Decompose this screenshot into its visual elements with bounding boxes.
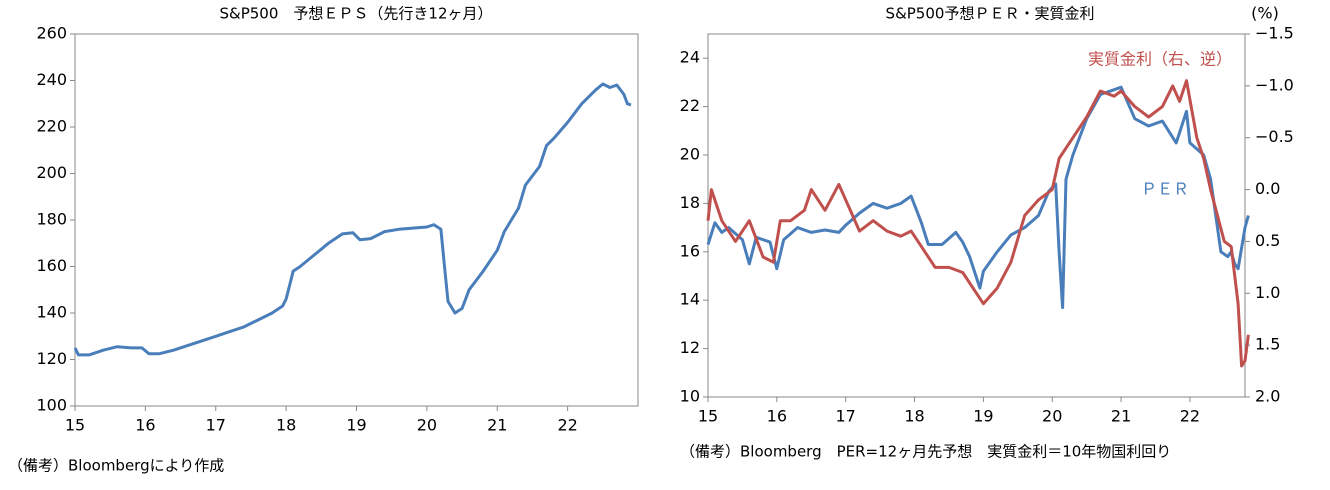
y-tick-label: 12 (680, 338, 700, 357)
y-tick-label: 260 (36, 24, 67, 43)
x-tick-label: 18 (904, 407, 924, 426)
y-tick-label: 18 (680, 193, 700, 212)
x-tick-label: 22 (1180, 407, 1200, 426)
x-tick-label: 17 (836, 407, 856, 426)
y-tick-label: 10 (680, 387, 700, 406)
plot-frame (74, 33, 639, 407)
x-tick-label: 21 (1111, 407, 1131, 426)
y-tick-label: 24 (680, 48, 700, 67)
chart-title: S&P500 予想ＥＰＳ（先行き12ヶ月） (220, 5, 493, 23)
x-tick-label: 19 (346, 416, 366, 435)
y-tick-label: 20 (680, 145, 700, 164)
y-tick-label: 100 (36, 396, 67, 415)
x-tick-label: 18 (276, 416, 296, 435)
x-tick-label: 19 (973, 407, 993, 426)
x-tick-label: 22 (557, 416, 577, 435)
x-tick-label: 16 (767, 407, 787, 426)
y-tick-label: 160 (36, 256, 67, 275)
y-tick-label: 180 (36, 210, 67, 229)
y2-tick-label: 0.5 (1255, 231, 1280, 250)
y2-unit: (%) (1251, 4, 1279, 23)
y-tick-label: 200 (36, 163, 67, 182)
x-tick-label: 15 (698, 407, 718, 426)
y2-tick-label: −1.5 (1255, 24, 1294, 43)
y2-tick-label: −1.0 (1255, 75, 1294, 94)
y-tick-label: 120 (36, 349, 67, 368)
chart-title: S&P500予想ＰＥＲ・実質金利 (886, 5, 1095, 23)
y-tick-label: 240 (36, 70, 67, 89)
x-tick-label: 20 (1042, 407, 1062, 426)
line-series (706, 79, 1250, 368)
plot-frame (707, 33, 1246, 398)
x-tick-label: 17 (206, 416, 226, 435)
y-tick-label: 220 (36, 117, 67, 136)
x-tick-label: 21 (487, 416, 507, 435)
y-tick-label: 140 (36, 303, 67, 322)
y2-tick-label: 2.0 (1255, 387, 1280, 406)
y2-tick-label: −0.5 (1255, 127, 1294, 146)
y2-tick-label: 1.0 (1255, 283, 1280, 302)
note: （備考）Bloombergにより作成 (8, 457, 224, 475)
x-tick-label: 15 (65, 416, 85, 435)
note: （備考）Bloomberg PER=12ヶ月先予想 実質金利＝10年物国利回り (680, 443, 1171, 461)
legend-label: 実質金利（右、逆） (1088, 50, 1232, 69)
legend-label: ＰＥＲ (1141, 180, 1189, 199)
line-series (73, 82, 632, 357)
y-tick-label: 14 (680, 290, 700, 309)
y2-tick-label: 0.0 (1255, 179, 1280, 198)
line-series (706, 85, 1250, 309)
y2-tick-label: 1.5 (1255, 335, 1280, 354)
y-tick-label: 22 (680, 96, 700, 115)
x-tick-label: 16 (135, 416, 155, 435)
x-tick-label: 20 (417, 416, 437, 435)
y-tick-label: 16 (680, 241, 700, 260)
